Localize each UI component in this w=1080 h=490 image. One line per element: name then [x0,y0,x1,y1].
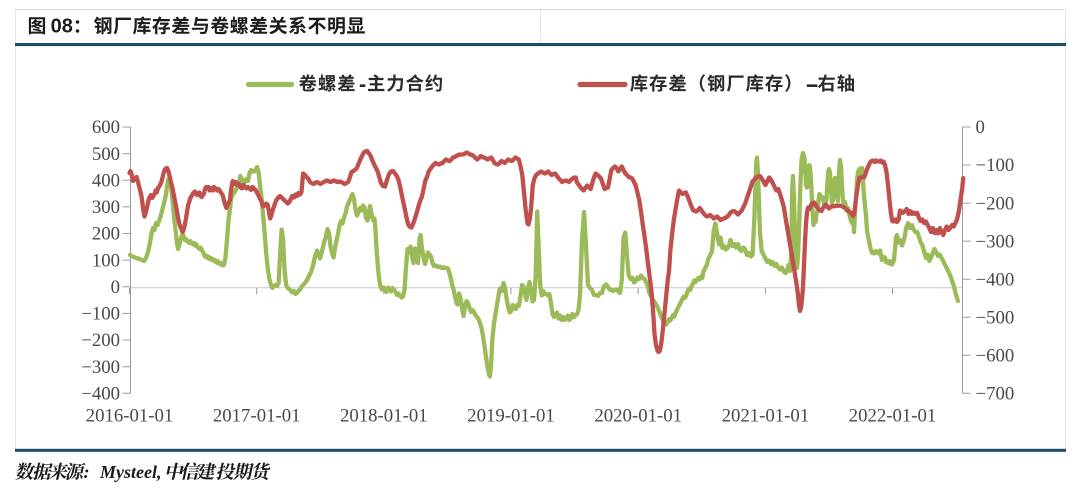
svg-text:−200: −200 [976,193,1015,214]
svg-text:200: 200 [92,224,120,245]
svg-text:−600: −600 [976,346,1015,367]
svg-text:−400: −400 [81,384,120,405]
svg-text:2020-01-01: 2020-01-01 [594,406,682,427]
svg-text:400: 400 [92,171,120,192]
svg-text:500: 500 [92,144,120,165]
svg-text:−100: −100 [81,304,120,325]
svg-text:0: 0 [976,117,985,138]
svg-text:2016-01-01: 2016-01-01 [86,406,174,427]
svg-text:−700: −700 [976,384,1015,405]
svg-text::: : [84,462,90,482]
svg-text:−500: −500 [976,307,1015,328]
svg-text:2021-01-01: 2021-01-01 [722,406,810,427]
svg-text:2018-01-01: 2018-01-01 [340,406,428,427]
svg-text:100: 100 [92,250,120,271]
svg-text:300: 300 [92,197,120,218]
svg-text:Mysteel,: Mysteel, [99,462,161,482]
svg-text:600: 600 [92,117,120,138]
svg-text:−400: −400 [976,269,1015,290]
svg-text:−300: −300 [81,357,120,378]
svg-text:0: 0 [111,277,120,298]
svg-text:2022-01-01: 2022-01-01 [849,406,937,427]
svg-text:2017-01-01: 2017-01-01 [213,406,301,427]
svg-text:−200: −200 [81,330,120,351]
svg-text:−100: −100 [976,155,1015,176]
svg-text:−300: −300 [976,231,1015,252]
svg-text:2019-01-01: 2019-01-01 [467,406,555,427]
svg-text:08: 08 [51,15,73,37]
